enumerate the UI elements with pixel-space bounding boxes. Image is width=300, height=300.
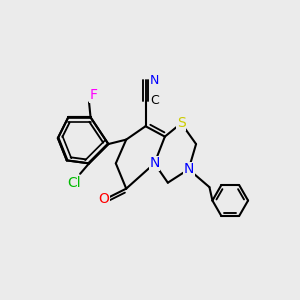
Text: S: S [177,116,186,130]
Text: C: C [150,94,159,107]
Text: F: F [89,88,98,102]
Text: Cl: Cl [68,176,81,190]
Text: N: N [149,156,160,170]
Text: N: N [184,162,194,176]
Text: N: N [150,74,159,87]
Text: O: O [98,192,110,206]
